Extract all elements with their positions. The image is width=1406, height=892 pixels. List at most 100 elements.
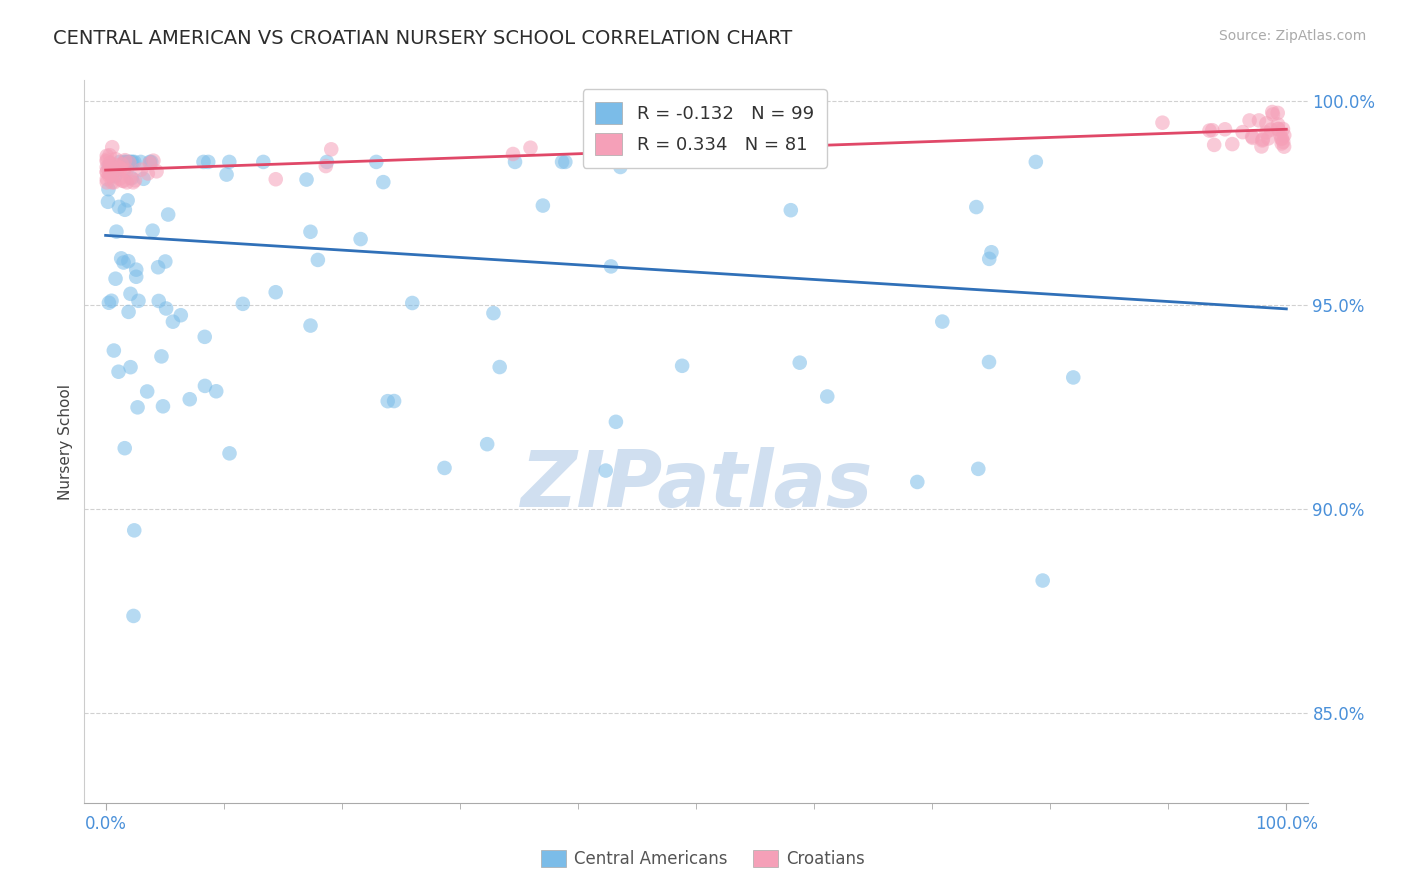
Point [104, 169, 127, 184]
Point [96, 161, 118, 175]
Legend: R = -0.132   N = 99, R = 0.334   N = 81: R = -0.132 N = 99, R = 0.334 N = 81 [582, 89, 827, 168]
Point [321, 142, 343, 156]
Point [152, 400, 174, 414]
Point [433, 461, 456, 475]
Point [1247, 113, 1270, 128]
Point [373, 175, 395, 189]
Point [115, 175, 138, 189]
Point [815, 390, 838, 404]
Point [103, 343, 125, 358]
Point [965, 200, 987, 214]
Point [108, 161, 131, 175]
Point [789, 356, 811, 370]
Point [157, 208, 180, 222]
Point [127, 293, 149, 308]
Point [609, 160, 631, 174]
Point [197, 155, 219, 169]
Point [120, 286, 142, 301]
Point [111, 173, 134, 187]
Point [1198, 123, 1220, 137]
Point [117, 305, 139, 319]
Point [1267, 121, 1289, 136]
Point [673, 146, 696, 161]
Point [502, 147, 524, 161]
Point [146, 260, 169, 275]
Point [108, 200, 131, 214]
Point [299, 225, 322, 239]
Point [96, 154, 118, 169]
Point [124, 155, 146, 169]
Point [779, 203, 801, 218]
Point [264, 285, 287, 300]
Point [108, 160, 131, 174]
Point [193, 155, 215, 169]
Point [1241, 129, 1264, 144]
Point [1261, 107, 1284, 121]
Point [349, 232, 371, 246]
Point [295, 172, 318, 186]
Point [114, 153, 136, 168]
Point [1272, 135, 1295, 149]
Point [155, 301, 177, 316]
Point [1025, 155, 1047, 169]
Point [101, 140, 124, 154]
Point [721, 145, 744, 159]
Point [120, 171, 142, 186]
Point [1268, 127, 1291, 141]
Point [1232, 125, 1254, 139]
Point [105, 225, 128, 239]
Point [1260, 122, 1282, 136]
Point [139, 155, 162, 169]
Point [1239, 113, 1261, 128]
Point [100, 162, 122, 177]
Point [100, 159, 122, 173]
Point [124, 173, 146, 187]
Point [127, 401, 149, 415]
Point [101, 175, 124, 189]
Point [366, 155, 388, 169]
Point [98, 155, 121, 169]
Point [142, 153, 165, 168]
Point [315, 159, 337, 173]
Point [1204, 137, 1226, 152]
Point [1213, 122, 1236, 136]
Point [299, 318, 322, 333]
Point [980, 245, 1002, 260]
Point [96, 165, 118, 179]
Point [132, 171, 155, 186]
Point [104, 152, 127, 166]
Point [1272, 139, 1295, 153]
Point [97, 182, 120, 196]
Point [979, 252, 1001, 266]
Point [110, 161, 132, 176]
Point [316, 155, 339, 169]
Point [136, 384, 159, 399]
Point [600, 260, 623, 274]
Point [215, 168, 238, 182]
Point [122, 524, 145, 538]
Point [117, 254, 139, 268]
Point [125, 269, 148, 284]
Point [1257, 131, 1279, 145]
Point [112, 164, 135, 178]
Point [671, 359, 693, 373]
Point [967, 462, 990, 476]
Point [141, 155, 163, 169]
Point [104, 271, 127, 285]
Point [96, 153, 118, 167]
Point [977, 355, 1000, 369]
Point [136, 166, 159, 180]
Point [96, 172, 118, 186]
Point [148, 293, 170, 308]
Point [129, 155, 152, 169]
Point [554, 155, 576, 169]
Point [1272, 122, 1295, 136]
Point [108, 171, 131, 186]
Point [114, 202, 136, 217]
Point [112, 255, 135, 269]
Point [114, 155, 136, 169]
Point [155, 254, 177, 268]
Point [377, 394, 399, 409]
Point [103, 175, 125, 189]
Point [110, 252, 132, 266]
